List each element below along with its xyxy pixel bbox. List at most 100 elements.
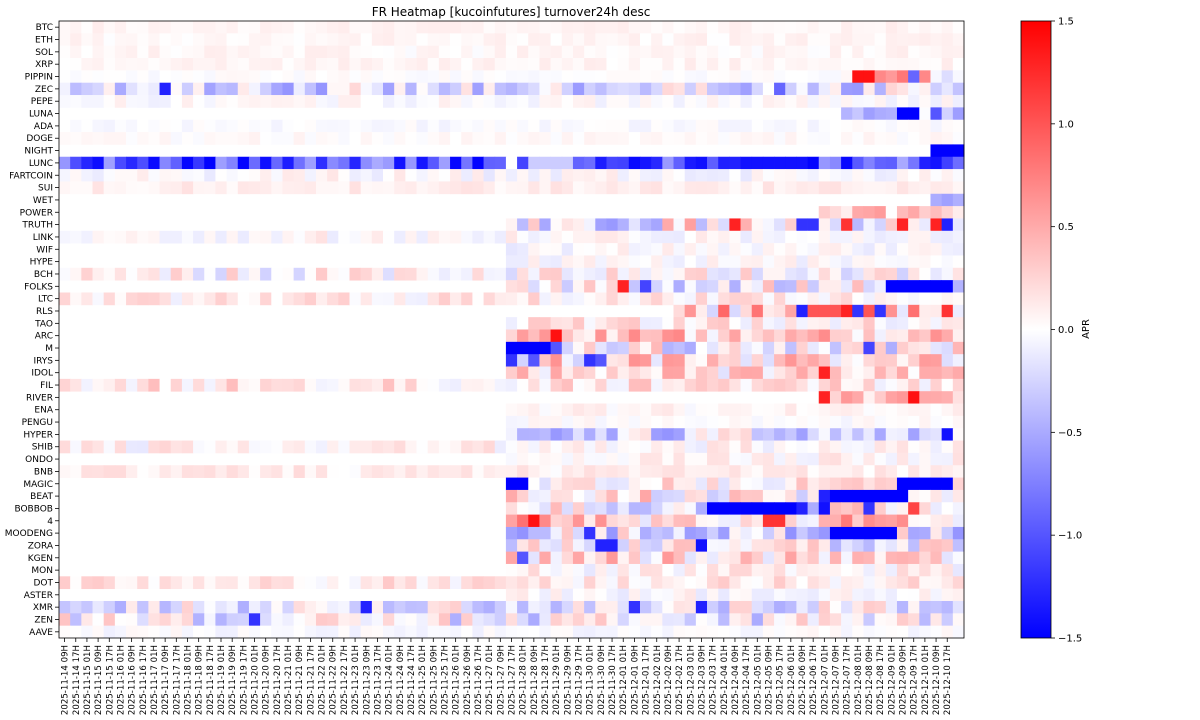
- heatmap-cell: [517, 625, 529, 639]
- x-tick-label: 2025-11-19 01H: [217, 645, 227, 715]
- heatmap-cell: [673, 169, 686, 182]
- heatmap-cell: [751, 181, 764, 195]
- heatmap-cell: [628, 378, 641, 392]
- heatmap-cell: [327, 45, 339, 59]
- heatmap-cell: [807, 613, 820, 627]
- heatmap-cell: [81, 613, 93, 627]
- heatmap-cell: [405, 625, 417, 639]
- heatmap-cell: [282, 576, 295, 590]
- heatmap-cell: [740, 280, 753, 293]
- heatmap-cell: [360, 95, 373, 108]
- heatmap-cell: [874, 588, 887, 602]
- heatmap-cell: [617, 95, 630, 108]
- heatmap-cell: [651, 415, 663, 429]
- heatmap-cell: [271, 70, 283, 84]
- heatmap-cell: [92, 33, 105, 47]
- heatmap-cell: [193, 378, 205, 392]
- heatmap-cell: [539, 230, 551, 244]
- heatmap-cell: [762, 218, 775, 232]
- heatmap-cell: [841, 341, 853, 355]
- heatmap-cell: [919, 415, 931, 429]
- heatmap-cell: [718, 514, 730, 528]
- heatmap-cell: [137, 292, 149, 306]
- heatmap-cell: [572, 366, 585, 380]
- heatmap-cell: [349, 58, 362, 71]
- heatmap-cell: [651, 255, 663, 269]
- heatmap-cell: [59, 440, 71, 454]
- heatmap-cell: [639, 551, 652, 565]
- heatmap-cell: [930, 563, 943, 577]
- heatmap-cell: [885, 181, 898, 195]
- x-tick-label: 2025-11-15 17H: [105, 645, 115, 715]
- heatmap-cell: [673, 489, 686, 503]
- heatmap-cell: [651, 82, 663, 96]
- heatmap-cell: [606, 563, 619, 577]
- heatmap-cell: [572, 218, 585, 232]
- heatmap-cell: [807, 477, 820, 491]
- heatmap-cell: [941, 169, 954, 182]
- heatmap-cell: [651, 181, 663, 195]
- heatmap-cell: [550, 514, 563, 528]
- heatmap-cell: [226, 45, 239, 59]
- heatmap-cell: [584, 341, 596, 355]
- heatmap-cell: [494, 95, 507, 108]
- heatmap-cell: [237, 33, 250, 47]
- heatmap-cell: [852, 489, 864, 503]
- heatmap-cell: [841, 613, 853, 627]
- heatmap-cell: [930, 230, 943, 244]
- heatmap-cell: [584, 218, 596, 232]
- heatmap-cell: [70, 33, 82, 47]
- heatmap-cell: [673, 243, 686, 256]
- heatmap-cell: [718, 378, 730, 392]
- heatmap-cell: [595, 378, 607, 392]
- heatmap-cell: [684, 132, 697, 145]
- heatmap-cell: [896, 206, 909, 219]
- heatmap-cell: [349, 33, 362, 47]
- heatmap-cell: [584, 502, 596, 515]
- heatmap-cell: [874, 551, 887, 565]
- heatmap-cell: [740, 366, 753, 380]
- heatmap-cell: [315, 465, 328, 478]
- heatmap-cell: [349, 181, 362, 195]
- heatmap-cell: [841, 378, 853, 392]
- heatmap-cell: [639, 82, 652, 96]
- heatmap-cell: [841, 428, 853, 441]
- heatmap-cell: [852, 156, 864, 170]
- heatmap-cell: [450, 70, 462, 84]
- heatmap-cell: [885, 280, 898, 293]
- heatmap-cell: [114, 132, 127, 145]
- heatmap-cell: [483, 70, 496, 84]
- heatmap-cell: [505, 563, 518, 577]
- heatmap-cell: [751, 70, 764, 84]
- heatmap-cell: [383, 625, 395, 639]
- heatmap-cell: [617, 465, 630, 478]
- heatmap-cell: [237, 625, 250, 639]
- heatmap-cell: [349, 95, 362, 108]
- heatmap-cell: [92, 45, 105, 59]
- heatmap-cell: [114, 21, 127, 34]
- heatmap-cell: [874, 378, 887, 392]
- heatmap-cell: [874, 132, 887, 145]
- colorbar-tick-label: 1.0: [1058, 119, 1074, 130]
- heatmap-cell: [941, 452, 954, 466]
- heatmap-cell: [92, 600, 105, 614]
- heatmap-cell: [92, 70, 105, 84]
- heatmap-cell: [572, 477, 585, 491]
- heatmap-cell: [304, 292, 317, 306]
- heatmap-cell: [416, 625, 429, 639]
- heatmap-cell: [237, 119, 250, 133]
- heatmap-cell: [204, 132, 216, 145]
- heatmap-cell: [639, 539, 652, 553]
- heatmap-cell: [718, 465, 730, 478]
- heatmap-cell: [729, 95, 741, 108]
- heatmap-cell: [628, 551, 641, 565]
- heatmap-cell: [505, 21, 518, 34]
- heatmap-cell: [159, 33, 172, 47]
- heatmap-cell: [595, 230, 607, 244]
- heatmap-cell: [785, 539, 797, 553]
- heatmap-cell: [215, 21, 227, 34]
- heatmap-cell: [718, 181, 730, 195]
- heatmap-cell: [807, 292, 820, 306]
- heatmap-cell: [114, 465, 127, 478]
- heatmap-cell: [852, 255, 864, 269]
